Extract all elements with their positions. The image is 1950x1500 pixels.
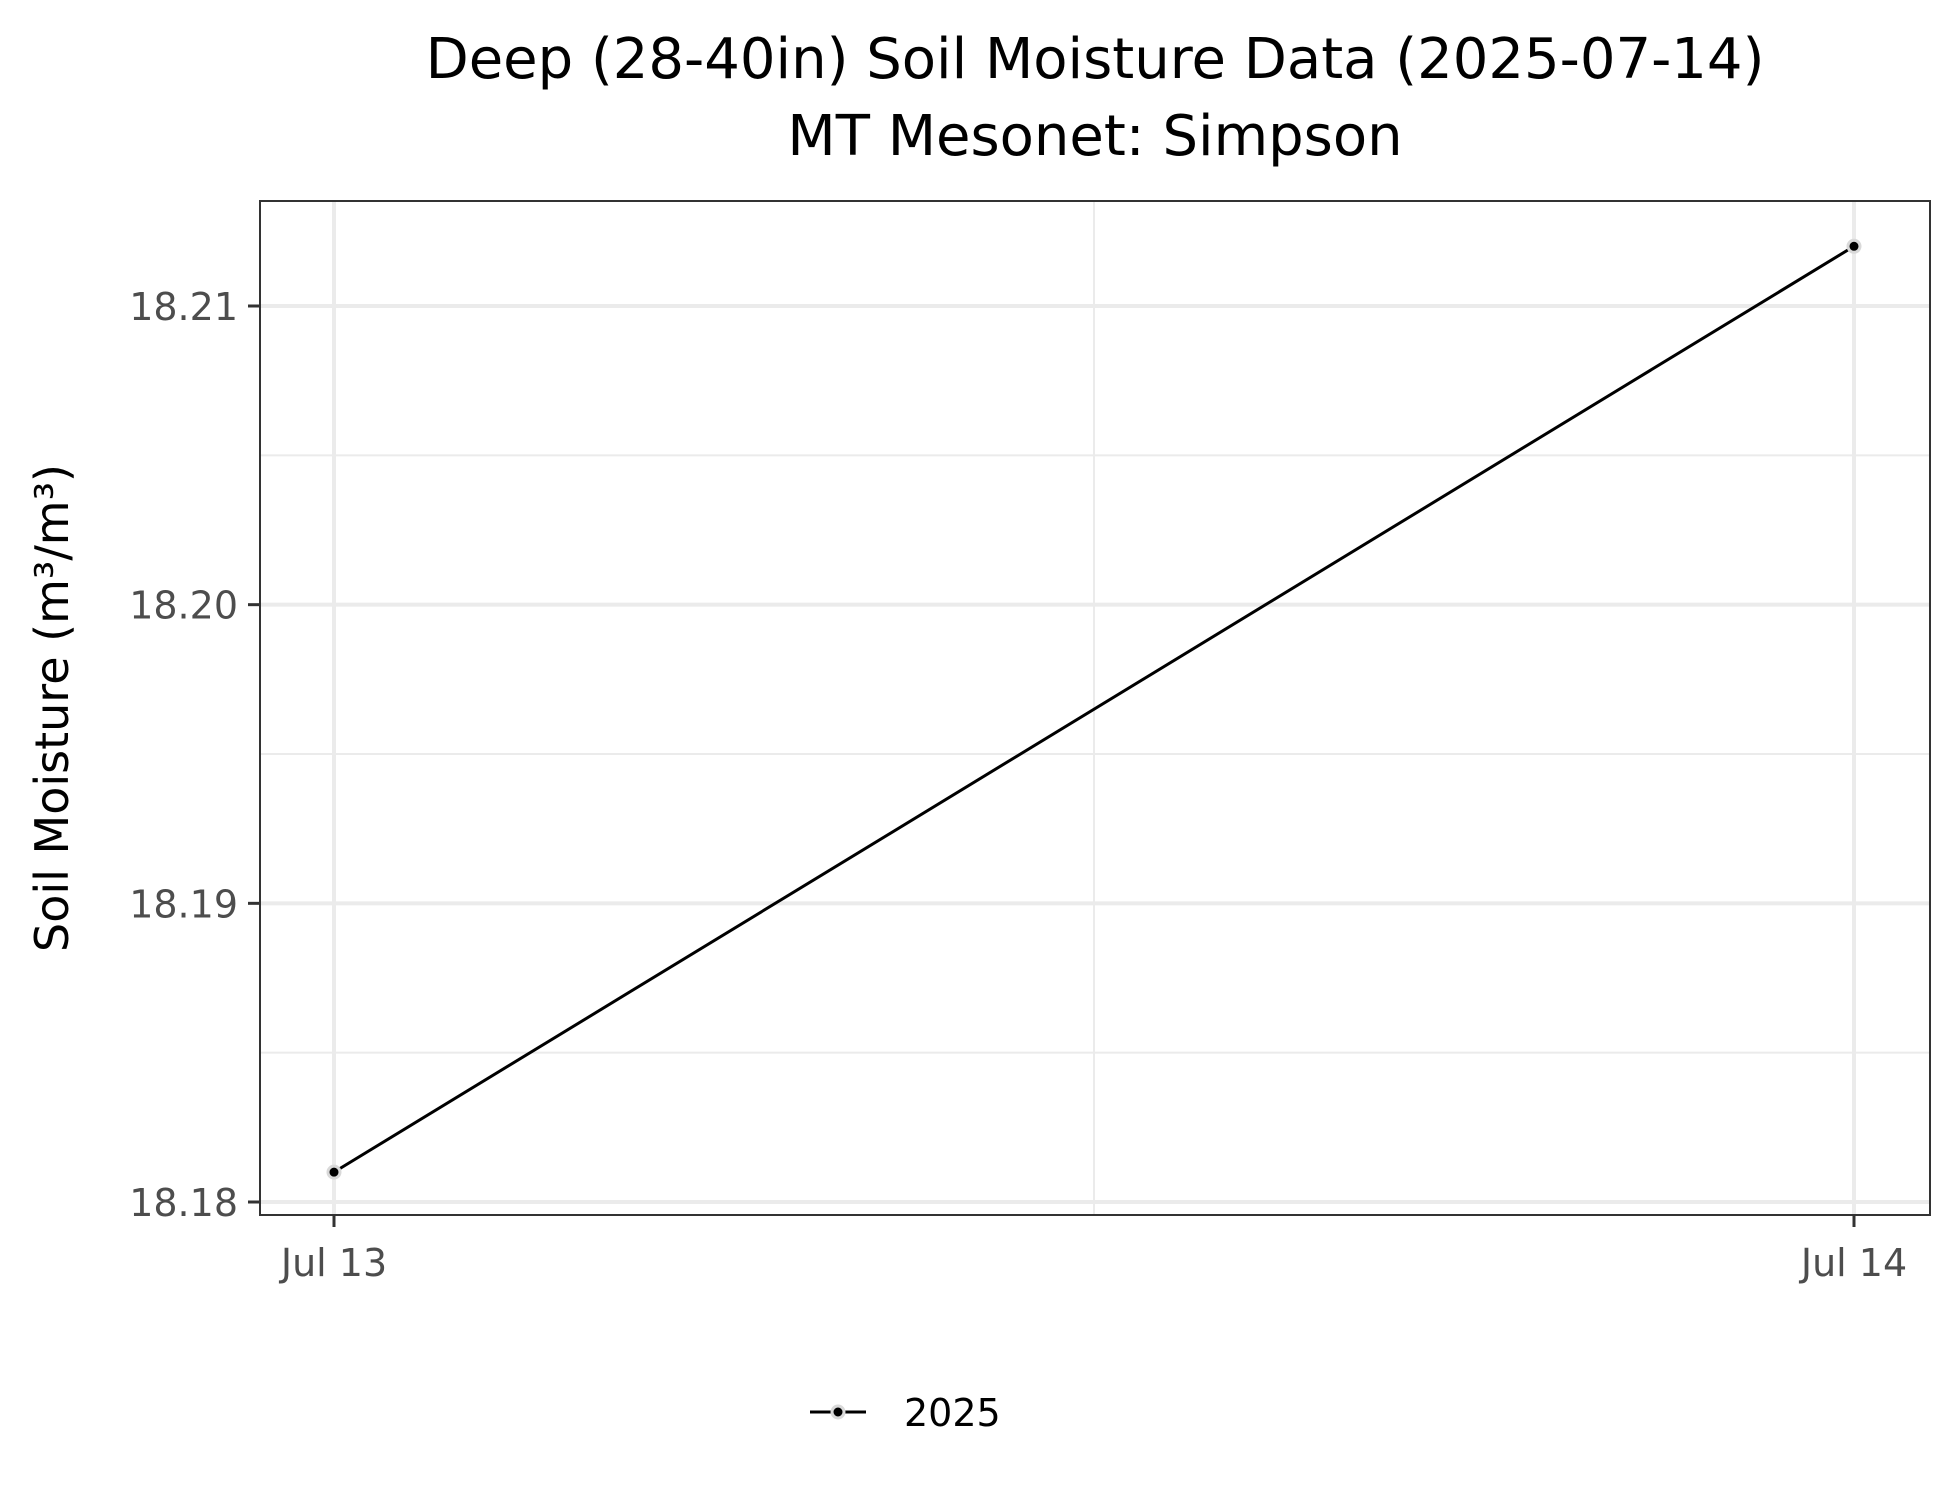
- y-tick-label: 18.18: [129, 1181, 238, 1225]
- data-point: [1846, 238, 1862, 254]
- series-layer: [326, 238, 1862, 1180]
- y-axis: 18.18 18.19 18.20 18.21: [129, 285, 260, 1225]
- x-axis: Jul 13 Jul 14: [279, 1215, 1907, 1285]
- plot-panel: [259, 200, 1931, 1216]
- legend: 2025: [810, 1391, 1001, 1435]
- y-tick-label: 18.19: [129, 882, 238, 926]
- data-point: [326, 1164, 342, 1180]
- y-tick-label: 18.21: [129, 285, 238, 329]
- major-gridlines: [260, 201, 1930, 1215]
- y-tick-label: 18.20: [129, 584, 238, 628]
- y-axis-label: Soil Moisture (m³/m³): [25, 464, 79, 952]
- chart-title: Deep (28-40in) Soil Moisture Data (2025-…: [426, 27, 1765, 92]
- minor-gridlines: [260, 201, 1930, 1215]
- legend-point-icon: [830, 1404, 846, 1420]
- panel-border: [259, 200, 1931, 1216]
- x-tick-label: Jul 14: [1799, 1241, 1907, 1285]
- chart-subtitle: MT Mesonet: Simpson: [787, 104, 1402, 169]
- series-line-2025: [333, 244, 1855, 1174]
- x-tick-label: Jul 13: [279, 1241, 387, 1285]
- legend-label: 2025: [904, 1391, 1001, 1435]
